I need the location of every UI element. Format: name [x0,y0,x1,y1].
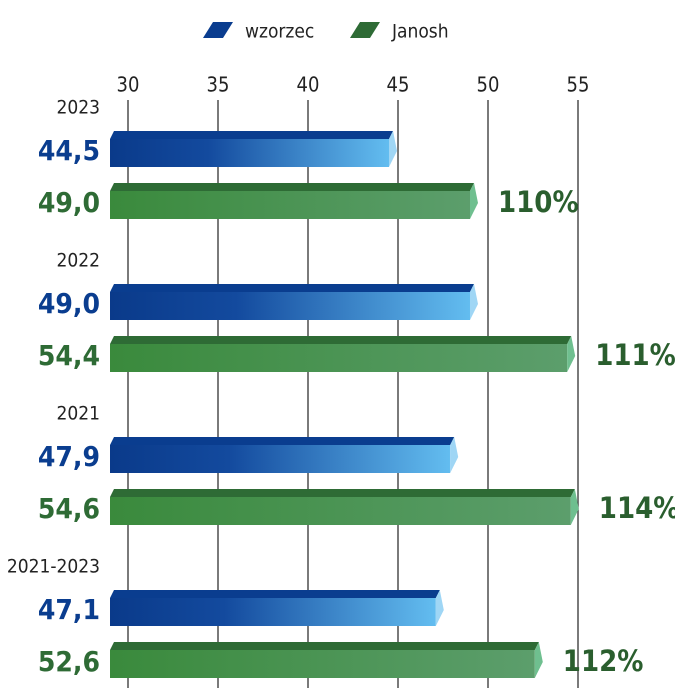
bar [110,139,389,167]
value-label: 49,0 [38,287,100,320]
legend-label: Janosh [391,21,449,43]
value-label: 49,0 [38,186,100,219]
bar [110,344,568,372]
bar [110,445,451,473]
annotation: 112% [563,644,644,678]
bar-top [110,336,572,344]
legend-swatch [350,22,380,38]
bar-top [110,437,455,445]
annotation: 110% [498,185,579,219]
value-label: 54,6 [38,492,100,525]
bar [110,292,470,320]
bar-end [567,336,576,372]
value-label: 52,6 [38,645,100,678]
bar-top [110,131,393,139]
bar-end [470,183,478,219]
legend-label: wzorzec [245,21,314,43]
x-tick-label: 45 [387,73,410,97]
bar [110,191,470,219]
value-label: 44,5 [38,134,100,167]
legend-swatch [203,22,233,38]
x-tick-label: 50 [477,73,500,97]
annotation: 111% [595,338,675,372]
bar [110,650,535,678]
value-label: 47,9 [38,440,100,473]
x-tick-label: 40 [297,73,320,97]
x-tick-label: 30 [117,73,140,97]
bar [110,497,571,525]
category-label: 2022 [57,250,101,272]
bar-top [110,284,474,292]
value-label: 54,4 [38,339,100,372]
bar-top [110,642,539,650]
bar-end [435,590,444,626]
bar-end [389,131,397,167]
value-label: 47,1 [38,593,100,626]
bar-top [110,489,575,497]
category-label: 2021-2023 [7,556,100,578]
bar [110,598,436,626]
category-label: 2023 [57,97,101,119]
bar-end [534,642,543,678]
x-tick-label: 35 [207,73,230,97]
bar-end [470,284,478,320]
x-tick-label: 55 [567,73,590,97]
category-label: 2021 [57,403,101,425]
bar-end [450,437,459,473]
annotation: 114% [599,491,675,525]
bar-top [110,590,440,598]
bar-end [570,489,579,525]
bar-top [110,183,474,191]
